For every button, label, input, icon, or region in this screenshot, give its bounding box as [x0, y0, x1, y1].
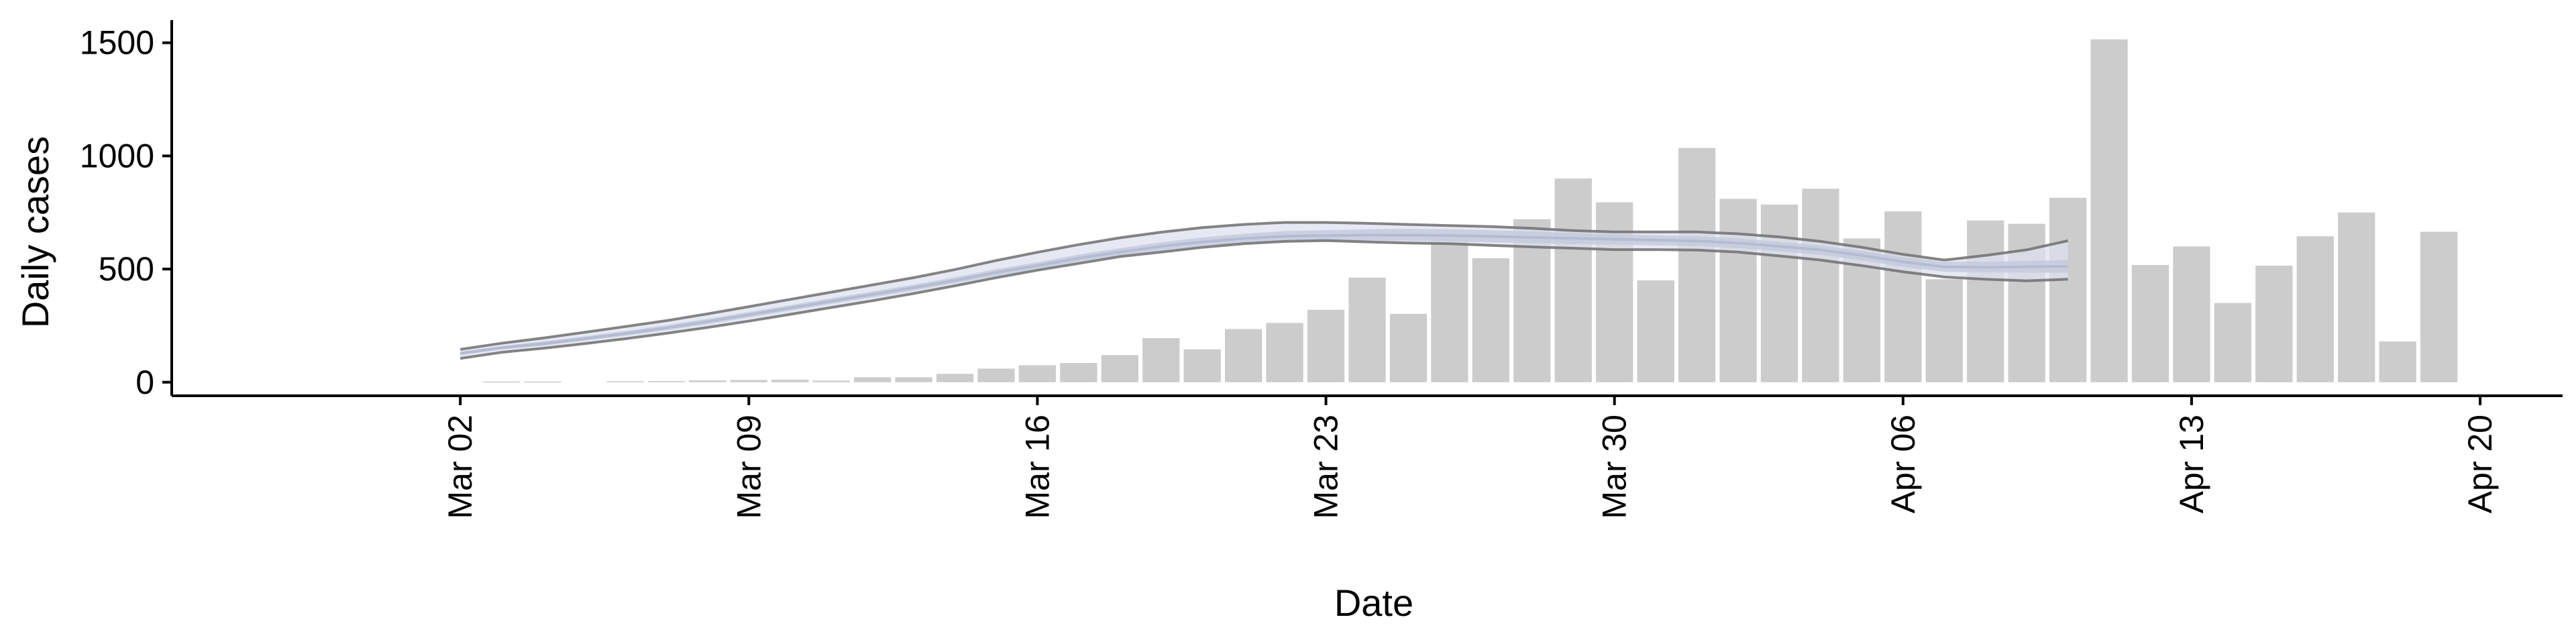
bar-2020-04-15 [2255, 266, 2293, 382]
bar-2020-04-13 [2173, 246, 2210, 382]
x-tick-label-Mar 02: Mar 02 [441, 415, 479, 519]
bar-2020-04-03 [1760, 204, 1799, 382]
bar-2020-03-07 [647, 381, 686, 382]
bar-2020-03-13 [895, 377, 932, 382]
bar-2020-03-10 [771, 380, 809, 382]
bar-2020-03-25 [1389, 313, 1428, 382]
bar-2020-03-04 [524, 381, 561, 383]
bar-2020-04-11 [2090, 39, 2128, 382]
bar-2020-04-16 [2296, 236, 2334, 382]
y-tick-label-1000: 1000 [80, 137, 154, 174]
x-tick-label-Apr 13: Apr 13 [2173, 415, 2210, 513]
bar-2020-03-15 [977, 368, 1015, 382]
bar-2020-04-07 [1925, 279, 1963, 382]
bar-2020-04-04 [1802, 189, 1839, 382]
bar-2020-03-22 [1266, 323, 1303, 382]
axes-layer: 0 500 1000 1500 Mar 02 Mar 09 Mar 16 Mar 23 Mar … [80, 20, 2563, 519]
x-tick-label-Mar 23: Mar 23 [1307, 415, 1345, 519]
bar-2020-04-08 [1967, 220, 2004, 382]
bar-2020-04-14 [2214, 303, 2252, 382]
bar-2020-03-24 [1348, 277, 1386, 382]
bar-2020-04-01 [1678, 148, 1716, 382]
band-median [460, 233, 2068, 355]
band-layer [460, 221, 2069, 360]
bar-2020-03-18 [1101, 355, 1138, 382]
bar-2020-03-14 [936, 374, 974, 382]
y-tick-label-1500: 1500 [80, 24, 154, 62]
y-tick-label-0: 0 [136, 364, 154, 401]
bar-2020-03-12 [853, 377, 892, 382]
bar-2020-03-09 [730, 380, 767, 382]
bar-2020-04-19 [2420, 231, 2458, 382]
bar-2020-03-20 [1183, 349, 1221, 382]
x-tick-label-Mar 09: Mar 09 [730, 415, 767, 519]
bar-2020-03-08 [689, 380, 727, 382]
x-tick-label-Apr 06: Apr 06 [1884, 415, 1922, 513]
bar-2020-03-29 [1554, 178, 1592, 382]
bar-2020-04-06 [1884, 211, 1922, 382]
bar-2020-04-10 [2049, 197, 2087, 382]
bar-2020-03-11 [812, 380, 850, 382]
x-axis-title: Date [1334, 582, 1413, 624]
bars-layer [482, 39, 2458, 383]
bar-2020-04-17 [2338, 212, 2375, 382]
y-tick-label-500: 500 [99, 250, 154, 288]
bar-2020-03-27 [1472, 258, 1509, 382]
bar-2020-03-26 [1431, 238, 1468, 382]
bar-2020-03-21 [1225, 329, 1263, 382]
y-axis-title: Daily cases [14, 136, 56, 328]
x-tick-label-Mar 16: Mar 16 [1018, 415, 1056, 519]
bar-2020-03-17 [1060, 363, 1097, 382]
bar-2020-04-12 [2131, 265, 2169, 382]
x-tick-label-Apr 20: Apr 20 [2461, 415, 2499, 513]
bar-2020-03-30 [1596, 202, 1633, 382]
bar-2020-04-18 [2379, 341, 2416, 382]
bar-2020-03-16 [1018, 365, 1057, 382]
bar-2020-03-31 [1637, 280, 1674, 382]
band-lower-edge [460, 239, 2068, 360]
bar-2020-03-19 [1142, 337, 1180, 382]
bar-2020-04-02 [1719, 199, 1757, 382]
bar-2020-03-03 [482, 381, 521, 383]
bar-2020-03-23 [1307, 309, 1345, 382]
band-upper-edge [460, 221, 2069, 351]
bar-2020-03-06 [606, 381, 644, 382]
x-tick-label-Mar 30: Mar 30 [1596, 415, 1633, 519]
